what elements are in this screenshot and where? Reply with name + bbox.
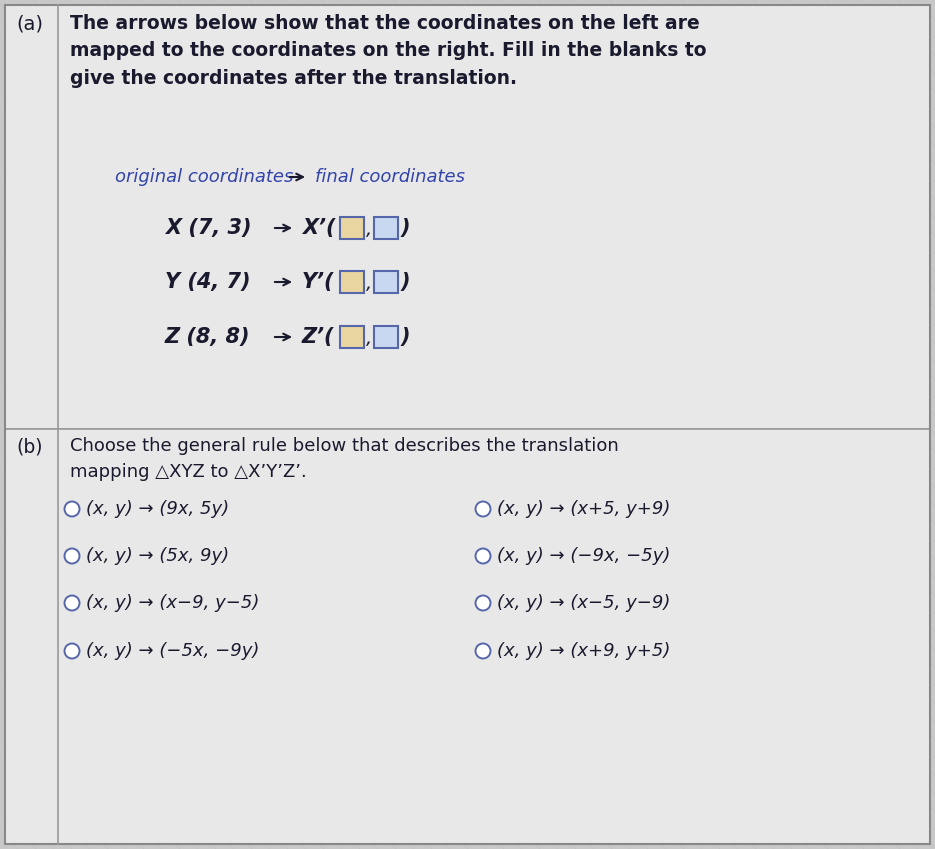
Text: ,: , [366, 273, 372, 293]
Text: X’(: X’( [302, 218, 336, 238]
Bar [5, 429, 930, 844]
Text: (x, y) → (9x, 5y): (x, y) → (9x, 5y) [86, 500, 229, 518]
Text: X (7, 3): X (7, 3) [165, 218, 252, 238]
Circle shape [476, 595, 491, 610]
Text: final coordinates: final coordinates [315, 168, 465, 186]
Text: The arrows below show that the coordinates on the left are
mapped to the coordin: The arrows below show that the coordinat… [70, 14, 707, 87]
Bar [5, 5, 930, 429]
Text: ): ) [401, 272, 410, 292]
Text: (a): (a) [16, 14, 43, 33]
Text: (b): (b) [16, 437, 42, 456]
Text: (x, y) → (−9x, −5y): (x, y) → (−9x, −5y) [497, 547, 670, 565]
Text: (x, y) → (x−9, y−5): (x, y) → (x−9, y−5) [86, 594, 259, 612]
Text: original coordinates: original coordinates [115, 168, 294, 186]
Bar [374, 326, 398, 348]
Text: (x, y) → (−5x, −9y): (x, y) → (−5x, −9y) [86, 642, 259, 660]
Circle shape [476, 548, 491, 564]
Text: ,: , [366, 329, 372, 347]
Circle shape [65, 595, 79, 610]
Circle shape [65, 502, 79, 516]
Text: ): ) [401, 327, 410, 347]
Bar [340, 217, 364, 239]
Text: (x, y) → (x−5, y−9): (x, y) → (x−5, y−9) [497, 594, 670, 612]
Text: Y (4, 7): Y (4, 7) [165, 272, 251, 292]
Text: Z’(: Z’( [302, 327, 335, 347]
Text: (x, y) → (5x, 9y): (x, y) → (5x, 9y) [86, 547, 229, 565]
Circle shape [65, 548, 79, 564]
Bar [374, 271, 398, 293]
Bar [340, 326, 364, 348]
Text: Choose the general rule below that describes the translation
mapping △XYZ to △X’: Choose the general rule below that descr… [70, 437, 619, 481]
Text: (x, y) → (x+5, y+9): (x, y) → (x+5, y+9) [497, 500, 670, 518]
Bar [374, 217, 398, 239]
Text: Y’(: Y’( [302, 272, 335, 292]
Circle shape [476, 644, 491, 659]
Text: (x, y) → (x+9, y+5): (x, y) → (x+9, y+5) [497, 642, 670, 660]
Text: ): ) [401, 218, 410, 238]
Text: Z (8, 8): Z (8, 8) [165, 327, 251, 347]
Circle shape [476, 502, 491, 516]
Bar [340, 271, 364, 293]
Circle shape [65, 644, 79, 659]
Text: ,: , [366, 220, 372, 239]
